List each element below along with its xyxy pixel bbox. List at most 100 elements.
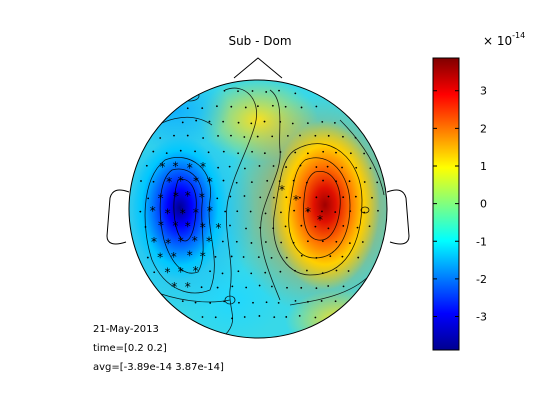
electrode-marker bbox=[146, 256, 149, 259]
electrode-marker bbox=[222, 150, 225, 153]
significant-electrode-marker: * bbox=[305, 205, 311, 219]
electrode-marker bbox=[258, 165, 261, 167]
electrode-marker bbox=[341, 166, 343, 169]
electrode-marker bbox=[264, 271, 267, 274]
electrode-marker bbox=[147, 197, 150, 200]
significant-electrode-marker: * bbox=[165, 206, 171, 220]
significant-electrode-marker: * bbox=[185, 280, 191, 294]
right-ear-outline bbox=[386, 189, 410, 245]
electrode-marker bbox=[159, 137, 162, 139]
significant-electrode-marker: * bbox=[150, 204, 156, 218]
electrode-marker bbox=[173, 134, 175, 137]
significant-electrode-marker: * bbox=[193, 206, 199, 220]
electrode-marker bbox=[306, 122, 309, 125]
electrode-marker bbox=[153, 271, 156, 274]
electrode-marker bbox=[264, 241, 267, 243]
electrode-marker bbox=[307, 300, 309, 303]
electrode-marker bbox=[249, 210, 252, 213]
electrode-marker bbox=[237, 90, 239, 93]
electrode-marker bbox=[228, 165, 231, 168]
electrode-marker bbox=[278, 89, 280, 92]
electrode-marker bbox=[251, 150, 253, 153]
electrode-marker bbox=[294, 92, 297, 95]
chart-title: Sub - Dom bbox=[228, 34, 292, 48]
significant-electrode-marker: * bbox=[178, 235, 184, 249]
electrode-marker bbox=[258, 315, 261, 317]
significant-electrode-marker: * bbox=[279, 183, 285, 197]
electrode-marker bbox=[271, 104, 274, 107]
significant-electrode-marker: * bbox=[187, 161, 193, 175]
electrode-marker bbox=[293, 209, 296, 212]
electrode-marker bbox=[327, 195, 330, 198]
significant-electrode-marker: * bbox=[317, 213, 323, 227]
electrode-marker bbox=[222, 179, 225, 182]
significant-electrode-marker: * bbox=[173, 190, 179, 204]
electrode-marker bbox=[242, 256, 245, 258]
electrode-marker bbox=[306, 269, 308, 272]
electrode-marker bbox=[243, 316, 246, 318]
electrode-marker bbox=[195, 119, 198, 122]
electrode-marker bbox=[250, 242, 253, 244]
electrode-marker bbox=[243, 136, 246, 138]
colorbar-exponent-base: × 10 bbox=[483, 34, 513, 48]
electrode-marker bbox=[329, 255, 332, 258]
electrode-marker bbox=[279, 120, 282, 123]
electrode-marker bbox=[342, 135, 344, 138]
electrode-marker bbox=[291, 122, 294, 125]
electrode-marker bbox=[315, 196, 318, 199]
electrode-marker bbox=[201, 316, 204, 318]
electrode-marker bbox=[252, 301, 254, 304]
colorbar-exponent: × 10-14 bbox=[483, 31, 525, 48]
significant-electrode-marker: * bbox=[207, 204, 213, 218]
electrode-marker bbox=[231, 285, 234, 288]
electrode-marker bbox=[292, 179, 295, 182]
colorbar-tick-label: 3 bbox=[480, 85, 487, 98]
colorbar-tick-label: 2 bbox=[480, 122, 487, 135]
electrode-marker bbox=[335, 240, 338, 243]
electrode-marker bbox=[300, 254, 303, 257]
nose-outline bbox=[233, 57, 283, 79]
electrode-marker bbox=[152, 150, 155, 153]
electrode-marker bbox=[285, 256, 288, 259]
electrode-marker bbox=[354, 195, 357, 198]
significant-electrode-marker: * bbox=[293, 193, 299, 207]
electrode-marker bbox=[280, 241, 283, 244]
significant-electrode-marker: * bbox=[206, 234, 212, 248]
significant-electrode-marker: * bbox=[207, 175, 213, 189]
significant-electrode-marker: * bbox=[171, 280, 177, 294]
significant-electrode-marker: * bbox=[185, 189, 191, 203]
electrode-marker bbox=[217, 166, 220, 169]
electrode-marker bbox=[273, 316, 276, 318]
electrode-marker bbox=[194, 301, 197, 304]
electrode-marker bbox=[271, 135, 274, 138]
electrode-marker bbox=[258, 284, 261, 287]
significant-electrode-marker: * bbox=[151, 235, 157, 249]
electrode-marker bbox=[334, 211, 337, 213]
significant-electrode-marker: * bbox=[172, 219, 178, 233]
left-ear-outline bbox=[106, 189, 130, 245]
significant-electrode-marker: * bbox=[193, 174, 199, 188]
electrode-marker bbox=[300, 106, 303, 109]
electrode-marker bbox=[266, 179, 269, 182]
electrode-marker bbox=[140, 180, 142, 182]
significant-electrode-marker: * bbox=[158, 219, 164, 233]
electrode-marker bbox=[223, 300, 226, 303]
electrode-marker bbox=[250, 181, 253, 184]
electrode-marker bbox=[259, 226, 261, 229]
electrode-marker bbox=[355, 166, 358, 169]
electrode-marker bbox=[327, 227, 330, 230]
electrode-marker bbox=[327, 134, 330, 137]
electrode-marker bbox=[186, 107, 189, 110]
date-label: 21-May-2013 bbox=[93, 324, 159, 335]
electrode-marker bbox=[322, 179, 324, 182]
electrode-marker bbox=[272, 165, 275, 167]
electrode-marker bbox=[315, 105, 318, 108]
electrode-marker bbox=[357, 256, 360, 259]
electrode-marker bbox=[314, 134, 317, 137]
significant-electrode-marker: * bbox=[178, 174, 184, 188]
electrode-marker bbox=[285, 196, 288, 199]
electrode-marker bbox=[229, 195, 232, 198]
electrode-marker bbox=[209, 302, 212, 304]
electrode-marker bbox=[251, 90, 254, 92]
